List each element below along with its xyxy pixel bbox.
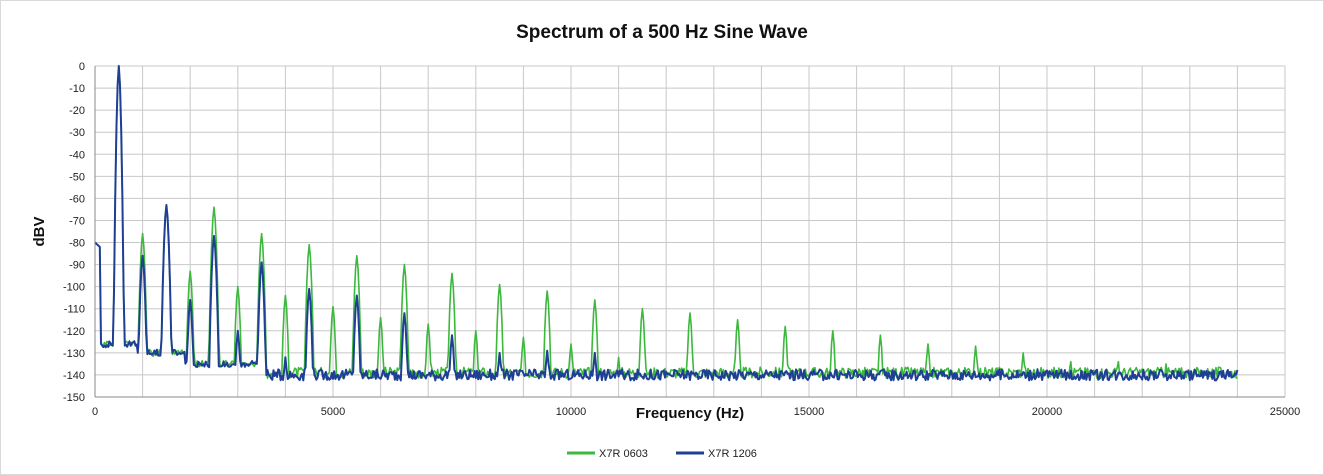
y-tick-label: -20	[69, 105, 85, 117]
y-tick-label: -30	[69, 127, 85, 139]
y-tick-label: -70	[69, 215, 85, 227]
y-tick-label: -50	[69, 171, 85, 183]
y-tick-label: -100	[63, 282, 85, 294]
x-tick-label: 10000	[556, 406, 587, 418]
y-tick-label: -40	[69, 149, 85, 161]
axes: 0 -10 -20 -30 -40 -50 -60 -70 -80 -90 -100 -110 -120…	[63, 61, 1300, 418]
y-axis-label: dBV	[31, 217, 48, 247]
x-tick-label: 0	[92, 406, 98, 418]
legend: X7R 0603 X7R 1206	[567, 448, 757, 460]
y-tick-label: -140	[63, 370, 85, 382]
grid	[95, 65, 1286, 398]
y-tick-label: -130	[63, 348, 85, 360]
legend-label: X7R 0603	[599, 448, 648, 460]
y-tick-label: 0	[79, 61, 85, 73]
x-tick-label: 20000	[1032, 406, 1063, 418]
legend-label: X7R 1206	[708, 448, 757, 460]
x-tick-label: 15000	[794, 406, 825, 418]
y-tick-label: -90	[69, 260, 85, 272]
chart-title: Spectrum of a 500 Hz Sine Wave	[516, 22, 808, 43]
y-tick-label: -110	[64, 304, 85, 316]
y-tick-label: -150	[63, 392, 85, 404]
y-tick-label: -60	[69, 193, 85, 205]
x-axis-label: Frequency (Hz)	[636, 405, 744, 422]
series-layer	[94, 65, 1239, 382]
series-line-2	[94, 65, 1239, 382]
y-tick-label: -10	[69, 83, 85, 95]
y-tick-label: -80	[69, 238, 85, 250]
y-tick-label: -120	[63, 326, 85, 338]
x-tick-label: 5000	[321, 406, 345, 418]
x-tick-label: 25000	[1270, 406, 1301, 418]
